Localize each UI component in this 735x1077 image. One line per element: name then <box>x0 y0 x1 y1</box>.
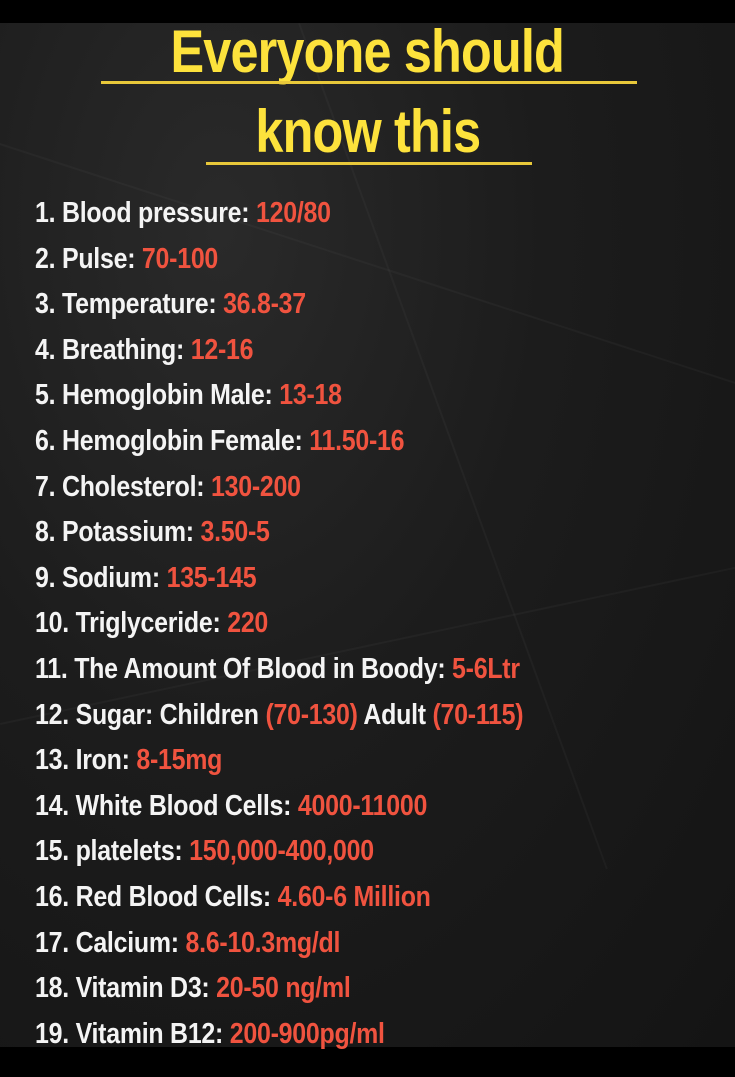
item-value: 12-16 <box>190 333 254 366</box>
item-label: 17. Calcium: <box>35 926 186 959</box>
title-underline-2 <box>206 162 532 165</box>
item-label: 15. platelets: <box>35 835 190 868</box>
list-item: 2. Pulse: 70-100 <box>35 237 523 283</box>
item-value: 70-100 <box>141 242 219 275</box>
list-item: 4. Breathing: 12-16 <box>35 328 523 374</box>
list-item: 7. Cholesterol: 130-200 <box>35 465 523 511</box>
list-item: 1. Blood pressure: 120/80 <box>35 191 523 237</box>
item-label: 3. Temperature: <box>35 288 224 321</box>
list-item: 19. Vitamin B12: 200-900pg/ml <box>35 1012 523 1058</box>
item-value: 11.50-16 <box>309 424 405 457</box>
item-value: 220 <box>227 607 269 640</box>
title-line-2: know this <box>255 98 481 165</box>
item-label: 2. Pulse: <box>35 242 142 275</box>
item-label: 11. The Amount Of Blood in Boody: <box>35 652 453 685</box>
list-item: 6. Hemoglobin Female: 11.50-16 <box>35 419 523 465</box>
item-label: 18. Vitamin D3: <box>35 972 217 1005</box>
list-item: 16. Red Blood Cells: 4.60-6 Million <box>35 875 523 921</box>
item-value: 4000-11000 <box>297 789 428 822</box>
title-line-1: Everyone should <box>170 18 565 85</box>
item-value: 135-145 <box>166 561 257 594</box>
item-label: 10. Triglyceride: <box>35 607 228 640</box>
list-item: 9. Sodium: 135-145 <box>35 556 523 602</box>
reference-values-list: 1. Blood pressure: 120/80 2. Pulse: 70-10… <box>35 191 603 1057</box>
list-item: 17. Calcium: 8.6-10.3mg/dl <box>35 921 523 967</box>
item-value: 200-900pg/ml <box>229 1017 385 1050</box>
item-value: 3.50-5 <box>200 516 270 549</box>
list-item: 14. White Blood Cells: 4000-11000 <box>35 784 523 830</box>
item-value: 4.60-6 Million <box>277 880 431 913</box>
item-value: 20-50 ng/ml <box>216 972 351 1005</box>
item-value: 8-15mg <box>136 744 223 777</box>
item-value: 120/80 <box>256 197 331 229</box>
list-item: 18. Vitamin D3: 20-50 ng/ml <box>35 966 523 1012</box>
item-label: 14. White Blood Cells: <box>35 789 298 822</box>
paper-background <box>0 23 735 1047</box>
item-value: 13-18 <box>279 379 342 412</box>
item-label: Adult <box>357 698 433 731</box>
item-value: 8.6-10.3mg/dl <box>185 926 341 959</box>
list-item: 8. Potassium: 3.50-5 <box>35 510 523 556</box>
item-label: 5. Hemoglobin Male: <box>35 379 280 412</box>
item-label: 9. Sodium: <box>35 561 167 594</box>
item-value: 130-200 <box>211 470 301 503</box>
item-value: (70-115) <box>432 698 524 731</box>
item-label: 7. Cholesterol: <box>35 470 212 503</box>
item-label: 8. Potassium: <box>35 516 201 549</box>
list-item: 13. Iron: 8-15mg <box>35 738 523 784</box>
title-underline-1 <box>101 81 637 84</box>
item-label: 6. Hemoglobin Female: <box>35 424 310 457</box>
item-label: 12. Sugar: Children <box>35 698 266 731</box>
item-value: 36.8-37 <box>223 288 306 321</box>
item-label: 13. Iron: <box>35 744 137 777</box>
item-label: 19. Vitamin B12: <box>35 1017 230 1050</box>
item-value: (70-130) <box>265 698 358 731</box>
item-value: 150,000-400,000 <box>189 835 374 868</box>
list-item: 12. Sugar: Children (70-130) Adult (70-1… <box>35 693 524 739</box>
list-item: 5. Hemoglobin Male: 13-18 <box>35 373 523 419</box>
list-item: 15. platelets: 150,000-400,000 <box>35 829 523 875</box>
item-value: 5-6Ltr <box>452 652 520 685</box>
item-label: 16. Red Blood Cells: <box>35 880 278 913</box>
list-item: 3. Temperature: 36.8-37 <box>35 282 523 328</box>
list-item: 11. The Amount Of Blood in Boody: 5-6Ltr <box>35 647 523 693</box>
item-label: 1. Blood pressure: <box>35 197 257 229</box>
item-label: 4. Breathing: <box>35 333 191 366</box>
list-item: 10. Triglyceride: 220 <box>35 601 523 647</box>
